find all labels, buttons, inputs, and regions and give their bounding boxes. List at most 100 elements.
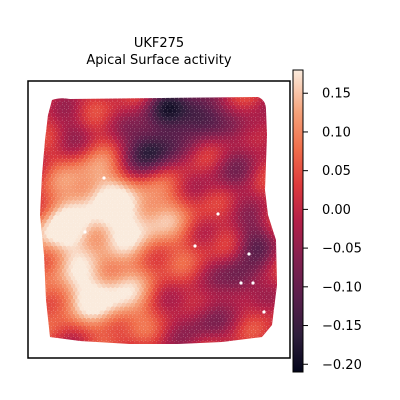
spot — [163, 116, 169, 122]
spot — [253, 226, 259, 232]
spot — [139, 150, 144, 156]
spot — [119, 238, 124, 243]
spot — [249, 196, 254, 202]
spot — [68, 165, 74, 171]
spot — [165, 264, 171, 270]
spot — [90, 188, 96, 194]
spot — [202, 321, 208, 327]
spot — [180, 215, 186, 221]
spot — [218, 226, 224, 232]
spot — [48, 298, 54, 304]
spot — [198, 162, 204, 167]
spot — [167, 184, 173, 190]
spot — [165, 165, 171, 171]
spot — [176, 101, 182, 106]
spot — [66, 268, 72, 274]
spot — [211, 200, 217, 205]
spot — [242, 116, 248, 122]
spot — [191, 257, 197, 262]
spot — [73, 105, 78, 110]
spot — [169, 211, 175, 217]
spot — [103, 188, 109, 194]
spot — [121, 203, 127, 209]
spot — [40, 139, 41, 145]
spot — [211, 253, 217, 258]
spot — [180, 169, 186, 175]
spot — [154, 238, 160, 243]
spot — [253, 127, 259, 133]
spot — [255, 253, 261, 258]
spot — [70, 276, 76, 281]
spot — [68, 249, 74, 255]
spot — [53, 329, 58, 334]
spot — [180, 131, 186, 137]
spot — [66, 162, 72, 167]
spot — [81, 112, 87, 118]
spot — [198, 101, 204, 106]
spot — [244, 165, 250, 171]
spot — [205, 234, 210, 240]
spot — [266, 249, 272, 255]
spot — [55, 203, 61, 209]
spot — [103, 234, 109, 240]
spot — [92, 154, 98, 160]
spot — [255, 298, 261, 304]
spot — [75, 192, 80, 198]
spot — [154, 253, 160, 258]
spot — [211, 139, 217, 145]
spot — [229, 238, 235, 243]
spot — [101, 139, 107, 145]
spot — [255, 131, 261, 137]
spot — [44, 222, 50, 228]
spot — [172, 321, 177, 327]
spot — [62, 245, 67, 251]
spot — [233, 131, 239, 137]
spot — [255, 329, 261, 334]
spot — [167, 222, 173, 228]
spot — [202, 184, 208, 190]
spot — [48, 177, 54, 183]
spot — [167, 116, 173, 122]
spot — [189, 215, 195, 221]
spot — [273, 184, 277, 190]
spot — [255, 238, 261, 243]
spot — [88, 108, 94, 114]
spot — [185, 154, 191, 160]
spot — [156, 165, 162, 171]
spot — [216, 146, 221, 152]
spot — [187, 272, 193, 277]
spot — [84, 101, 89, 106]
spot — [176, 200, 182, 205]
spot — [242, 215, 248, 221]
spot — [216, 298, 221, 304]
spot — [183, 135, 188, 141]
spot — [167, 329, 173, 334]
spot — [185, 169, 191, 175]
spot — [257, 241, 263, 247]
spot — [114, 215, 120, 221]
spot — [266, 105, 272, 110]
spot — [106, 298, 111, 304]
spot — [84, 116, 89, 122]
spot — [260, 207, 265, 213]
spot — [64, 325, 69, 331]
spot — [68, 333, 74, 338]
spot — [103, 105, 109, 110]
spot — [101, 101, 107, 106]
spot — [73, 219, 78, 224]
spot — [216, 184, 221, 190]
spot — [198, 321, 204, 327]
spot — [255, 108, 261, 114]
spot — [136, 184, 142, 190]
spot — [92, 200, 98, 205]
spot — [57, 314, 63, 319]
spot — [275, 310, 277, 316]
spot — [59, 264, 65, 270]
spot — [253, 257, 259, 262]
spot — [139, 165, 144, 171]
spot — [238, 283, 243, 289]
spot — [84, 108, 89, 114]
spot — [40, 291, 41, 297]
spot — [180, 306, 186, 312]
spot — [216, 283, 221, 289]
